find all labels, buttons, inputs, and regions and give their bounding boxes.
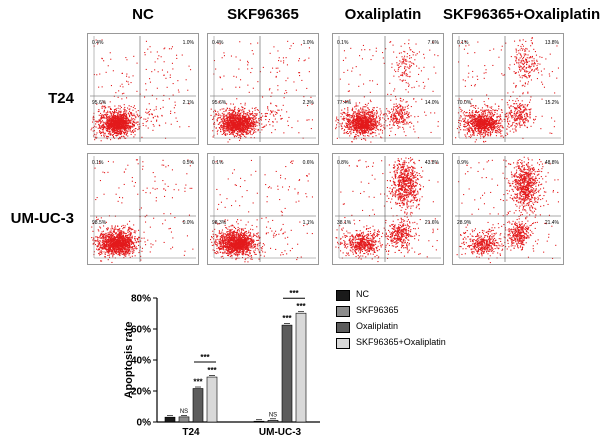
legend-label: Oxaliplatin bbox=[356, 321, 399, 331]
flow-panel: 0.1% 0.5% 98.5% 0.0% bbox=[87, 153, 199, 265]
flow-panel: 0.8% 43.8% 38.1% 21.6% bbox=[332, 153, 444, 265]
apoptosis-bar-chart: 0% 20% 40% 60% 80% Apoptosis rate NS *** *** *** T… bbox=[123, 289, 320, 438]
legend-label: SKF96365+Oxaliplatin bbox=[356, 337, 446, 347]
quadrant-percent-ur: 0.6% bbox=[302, 160, 314, 166]
quadrant-percent-lr: 21.4% bbox=[544, 220, 559, 226]
row-title-t24: T24 bbox=[48, 90, 74, 107]
scatter-plot bbox=[455, 156, 561, 264]
legend-swatch bbox=[336, 306, 350, 317]
quadrant-percent-lr: 14.0% bbox=[424, 100, 439, 106]
ns-label: NS bbox=[180, 409, 188, 415]
legend-swatch bbox=[336, 290, 350, 301]
quadrant-percent-lr: 2.3% bbox=[302, 100, 314, 106]
flow-panel: 0.9% 48.8% 28.9% 21.4% bbox=[452, 153, 564, 265]
category-label: T24 bbox=[182, 427, 200, 438]
bar bbox=[267, 419, 279, 423]
quadrant-percent-ll: 98.3% bbox=[212, 220, 227, 226]
quadrant-percent-ll: 38.1% bbox=[337, 220, 352, 226]
scatter-plot bbox=[90, 36, 196, 142]
quadrant-percent-ul: 0.1% bbox=[337, 40, 349, 46]
significance-label: *** bbox=[282, 314, 292, 323]
quadrant-percent-lr: 1.1% bbox=[302, 220, 314, 226]
quadrant-percent-ll: 77.4% bbox=[337, 100, 352, 106]
quadrant-percent-ul: 0.4% bbox=[92, 40, 104, 46]
quadrant-percent-lr: 2.1% bbox=[182, 100, 194, 106]
bar bbox=[164, 416, 176, 423]
quadrant-percent-ur: 7.6% bbox=[427, 40, 439, 46]
quadrant-percent-ul: 0.8% bbox=[337, 160, 349, 166]
column-title-skf96365: SKF96365 bbox=[227, 6, 299, 23]
bar bbox=[281, 324, 293, 423]
quadrant-percent-ur: 1.0% bbox=[182, 40, 194, 46]
quadrant-percent-ll: 28.9% bbox=[457, 220, 472, 226]
scatter-plot bbox=[335, 36, 441, 143]
scatter-plot bbox=[455, 36, 561, 143]
quadrant-percent-ur: 13.8% bbox=[544, 40, 559, 46]
significance-label: *** bbox=[296, 302, 306, 311]
legend-swatch bbox=[336, 338, 350, 349]
flow-panel: 0.1% 13.8% 70.0% 15.2% bbox=[452, 33, 564, 145]
scatter-plot bbox=[90, 156, 196, 263]
legend-label: NC bbox=[356, 289, 369, 299]
flow-panel: 0.4% 1.0% 95.6% 2.1% bbox=[87, 33, 199, 145]
legend-label: SKF96365 bbox=[356, 305, 399, 315]
quadrant-percent-ll: 95.6% bbox=[92, 100, 107, 106]
y-tick-label: 0% bbox=[137, 418, 152, 429]
significance-label: *** bbox=[193, 378, 203, 387]
quadrant-percent-ul: 0.1% bbox=[92, 160, 104, 166]
quadrant-percent-ul: 0.9% bbox=[457, 160, 469, 166]
row-title-umuc3: UM-UC-3 bbox=[10, 210, 74, 227]
column-title-nc: NC bbox=[132, 6, 154, 23]
quadrant-percent-lr: 15.2% bbox=[544, 100, 559, 106]
bar bbox=[253, 420, 265, 423]
flow-panel: 0.1% 7.6% 77.4% 14.0% bbox=[332, 33, 444, 145]
column-title-combo: SKF96365+Oxaliplatin bbox=[443, 6, 601, 23]
y-tick-label: 60% bbox=[131, 325, 151, 336]
bar bbox=[295, 312, 307, 423]
quadrant-percent-ur: 0.5% bbox=[182, 160, 194, 166]
quadrant-percent-ul: 0.4% bbox=[212, 40, 224, 46]
flow-panel: 0.1% 0.6% 98.3% 1.1% bbox=[207, 153, 319, 265]
quadrant-percent-lr: 0.0% bbox=[182, 220, 194, 226]
bar bbox=[206, 376, 218, 423]
y-tick-label: 40% bbox=[131, 356, 151, 367]
quadrant-percent-ll: 95.6% bbox=[212, 100, 227, 106]
significance-label: *** bbox=[207, 366, 217, 375]
bar bbox=[192, 388, 204, 423]
quadrant-percent-ul: 0.1% bbox=[457, 40, 469, 46]
y-axis-label: Apoptosis rate bbox=[123, 321, 135, 398]
bar bbox=[178, 416, 190, 423]
scatter-plot bbox=[210, 156, 316, 263]
column-title-oxaliplatin: Oxaliplatin bbox=[344, 6, 422, 23]
comparison-significance: *** bbox=[200, 353, 210, 362]
y-tick-label: 20% bbox=[131, 387, 151, 398]
quadrant-percent-lr: 21.6% bbox=[424, 220, 439, 226]
quadrant-percent-ur: 48.8% bbox=[544, 160, 559, 166]
quadrant-percent-ul: 0.1% bbox=[212, 160, 224, 166]
quadrant-percent-ur: 1.0% bbox=[302, 40, 314, 46]
quadrant-percent-ll: 70.0% bbox=[457, 100, 472, 106]
y-tick-label: 80% bbox=[131, 294, 151, 305]
comparison-significance: *** bbox=[289, 289, 299, 298]
category-label: UM-UC-3 bbox=[259, 427, 302, 438]
quadrant-percent-ur: 43.8% bbox=[424, 160, 439, 166]
quadrant-percent-ll: 98.5% bbox=[92, 220, 107, 226]
flow-panel: 0.4% 1.0% 95.6% 2.3% bbox=[207, 33, 319, 145]
scatter-plot bbox=[335, 156, 441, 263]
scatter-plot bbox=[210, 36, 316, 143]
legend-swatch bbox=[336, 322, 350, 333]
ns-label: NS bbox=[269, 412, 277, 418]
